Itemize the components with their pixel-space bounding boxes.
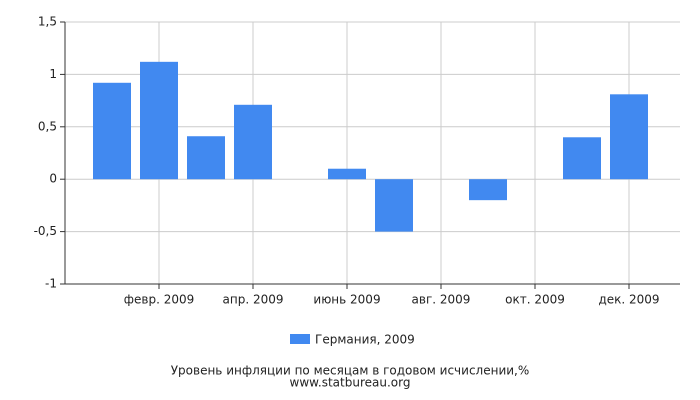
x-tick-label: февр. 2009 xyxy=(124,293,195,307)
bar xyxy=(234,104,272,180)
y-tick-label: 0,5 xyxy=(38,119,57,133)
legend-label: Германия, 2009 xyxy=(315,333,415,347)
x-tick-label: апр. 2009 xyxy=(223,293,284,307)
x-tick-label: авг. 2009 xyxy=(412,293,471,307)
y-tick-label: 0 xyxy=(49,172,57,186)
bar xyxy=(140,61,178,180)
y-tick-label: 1,5 xyxy=(38,15,57,29)
x-tick-label: дек. 2009 xyxy=(598,293,659,307)
bar xyxy=(93,82,131,180)
chart-title: Уровень инфляции по месяцам в годовом ис… xyxy=(171,364,530,378)
bar xyxy=(610,94,648,180)
y-tick-label: 1 xyxy=(49,67,57,81)
bar xyxy=(469,179,507,201)
bar xyxy=(187,136,225,180)
bar xyxy=(375,179,413,232)
y-tick-label: -0,5 xyxy=(34,224,57,238)
x-tick-label: июнь 2009 xyxy=(313,293,380,307)
x-tick-label: окт. 2009 xyxy=(505,293,565,307)
y-tick-label: -1 xyxy=(45,277,57,291)
bar xyxy=(328,168,366,180)
bar xyxy=(563,137,601,180)
source: www.statbureau.org xyxy=(290,376,411,390)
legend-swatch xyxy=(290,334,310,344)
